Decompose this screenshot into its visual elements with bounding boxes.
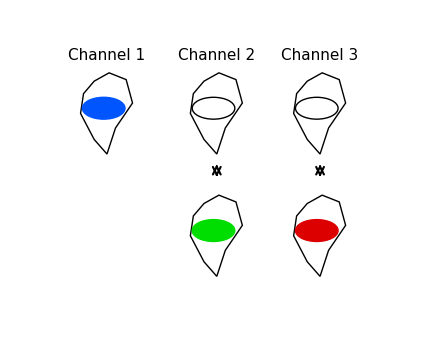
Text: Channel 3: Channel 3: [281, 48, 359, 63]
Ellipse shape: [295, 97, 338, 119]
Ellipse shape: [295, 220, 338, 241]
Ellipse shape: [192, 97, 235, 119]
Ellipse shape: [82, 97, 125, 119]
Polygon shape: [190, 195, 242, 276]
Ellipse shape: [192, 220, 235, 241]
Polygon shape: [80, 73, 132, 154]
Polygon shape: [294, 73, 346, 154]
Text: Channel 2: Channel 2: [178, 48, 255, 63]
Polygon shape: [294, 195, 346, 276]
Polygon shape: [190, 73, 242, 154]
Text: Channel 1: Channel 1: [69, 48, 146, 63]
